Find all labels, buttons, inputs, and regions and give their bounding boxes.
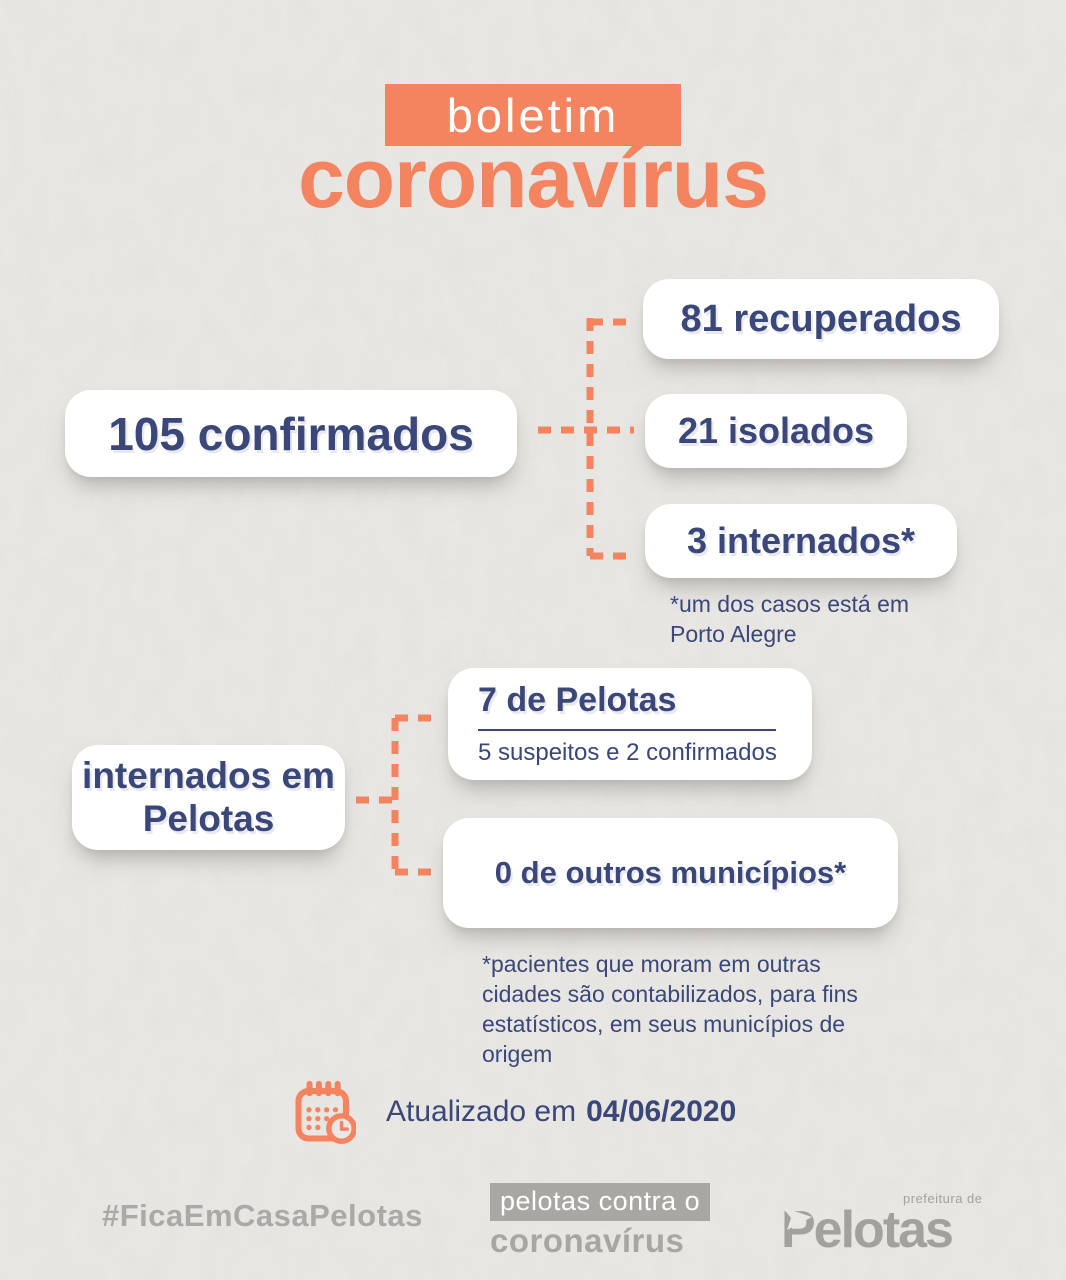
isolated-value: 21 isolados [677, 410, 875, 451]
campaign-line-bottom: coronavírus [490, 1222, 685, 1259]
stat-card-hospitalized: 3 internados* [645, 504, 957, 578]
hospitalized-in-pelotas-label: internados em Pelotas [82, 754, 335, 839]
other-cities-footnote: *pacientes que moram em outras cidades s… [482, 951, 858, 1067]
pelotas-city-logo: prefeitura de Pelotas [781, 1188, 991, 1259]
updated-date: 04/06/2020 [586, 1095, 737, 1128]
stat-card-confirmed: 105 confirmados [65, 390, 517, 477]
updated-row: Atualizado em 04/06/2020 [294, 1080, 736, 1144]
hospitalized-value: 3 internados* [686, 520, 916, 561]
from-pelotas-subtitle: 5 suspeitos e 2 confirmados [478, 739, 777, 766]
stat-card-hospitalized-in-pelotas: internados em Pelotas [72, 745, 345, 850]
hospitalized-footnote: *um dos casos está em Porto Alegre [670, 591, 910, 647]
updated-text: Atualizado em 04/06/2020 [386, 1095, 736, 1129]
updated-prefix: Atualizado em [386, 1095, 577, 1128]
hashtag-fica-em-casa: #FicaEmCasaPelotas [102, 1198, 423, 1233]
confirmed-value: 105 confirmados [108, 407, 474, 460]
from-pelotas-title: 7 de Pelotas [478, 681, 776, 731]
page-title: coronavírus [298, 131, 769, 225]
logo-arrow-icon [782, 1207, 812, 1230]
stat-card-recovered: 81 recuperados [643, 279, 999, 359]
recovered-value: 81 recuperados [680, 297, 962, 340]
stat-card-from-pelotas: 7 de Pelotas 5 suspeitos e 2 confirmados [448, 668, 812, 780]
from-other-title: 0 de outros municípios* [494, 855, 847, 890]
logo-wordmark: Pelotas [781, 1201, 954, 1259]
stat-card-from-other-cities: 0 de outros municípios* [443, 818, 898, 928]
campaign-lockup: pelotas contra o coronavírus [490, 1183, 720, 1260]
badge-boletim: boletim [385, 84, 681, 146]
calendar-clock-icon [295, 1080, 356, 1144]
logo-prefeitura-label: prefeitura de [903, 1191, 983, 1206]
campaign-line-top: pelotas contra o [490, 1183, 711, 1221]
stat-card-isolated: 21 isolados [645, 394, 907, 468]
